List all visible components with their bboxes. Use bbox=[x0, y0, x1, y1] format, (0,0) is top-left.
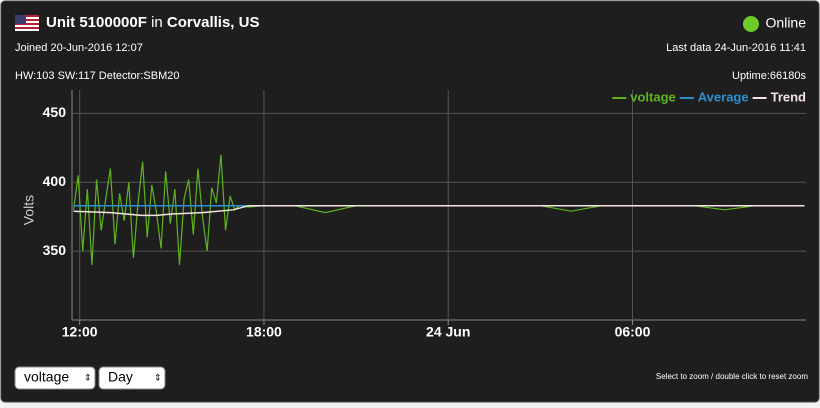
y-tick-label: 450 bbox=[43, 104, 67, 120]
unit-id: Unit 5100000F bbox=[46, 14, 147, 31]
legend-label: Average bbox=[698, 89, 749, 104]
zoom-hint: Select to zoom / double click to reset z… bbox=[656, 372, 808, 381]
status: Online bbox=[766, 15, 807, 31]
arrows: ⇕ bbox=[154, 372, 162, 382]
last-data: Last data 24-Jun-2016 11:41 bbox=[666, 42, 806, 54]
uptime: Uptime:66180s bbox=[732, 70, 806, 82]
x-tick-label: 24 Jun bbox=[426, 324, 470, 340]
hardware: HW:103 SW:117 Detector:SBM20 bbox=[15, 70, 179, 82]
joined: Joined 20-Jun-2016 12:07 bbox=[15, 42, 143, 54]
status-dot bbox=[743, 16, 759, 32]
y-axis-label: Volts bbox=[21, 195, 37, 225]
field-select[interactable]: voltage ⇕ bbox=[14, 366, 96, 390]
arrows: ⇕ bbox=[84, 372, 92, 382]
flag bbox=[15, 15, 39, 31]
x-tick-label: 12:00 bbox=[62, 324, 98, 340]
period-select[interactable]: Day ⇕ bbox=[98, 366, 166, 390]
x-tick-label: 18:00 bbox=[246, 324, 282, 340]
in: in bbox=[151, 14, 163, 31]
unit-title: Unit 5100000F in Corvallis, US bbox=[46, 14, 259, 31]
legend-label: Trend bbox=[771, 89, 806, 104]
legend-label: voltage bbox=[630, 89, 676, 104]
location: Corvallis, US bbox=[167, 14, 260, 31]
y-tick-label: 400 bbox=[43, 173, 67, 189]
x-tick-label: 06:00 bbox=[615, 324, 651, 340]
series-line bbox=[73, 204, 805, 217]
field-value: voltage bbox=[24, 369, 69, 385]
period-value: Day bbox=[108, 369, 133, 385]
y-tick-label: 350 bbox=[43, 242, 67, 258]
